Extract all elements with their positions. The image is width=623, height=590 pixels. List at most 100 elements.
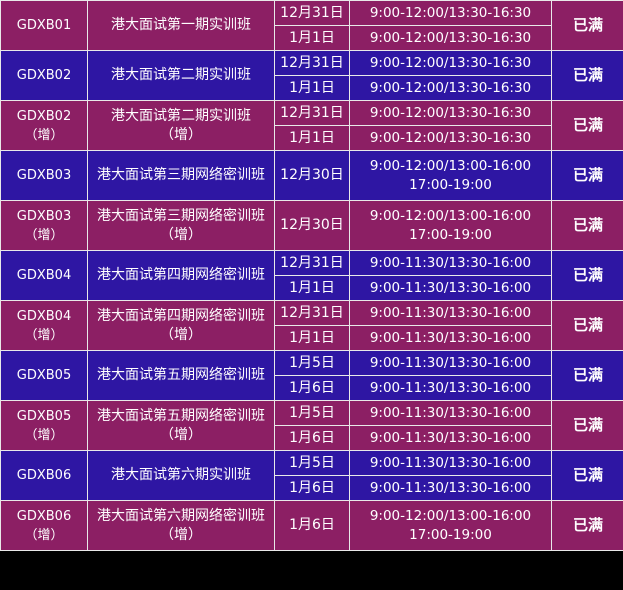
class-time-cell: 9:00-12:00/13:30-16:30: [350, 51, 551, 75]
class-time: 9:00-11:30/13:30-16:00: [369, 404, 532, 421]
class-name-cell: 港大面试第六期实训班: [88, 451, 274, 500]
table-row: GDXB05 港大面试第五期网络密训班 1月5日 9:00-11:30/13:30-1…: [1, 351, 623, 400]
class-time: 17:00-19:00: [409, 226, 492, 243]
table-row: GDXB01 港大面试第一期实训班 12月31日 9:00-12:00/13:30-1…: [1, 1, 623, 50]
table-row: GDXB05 （增） 港大面试第五期网络密训班 （增） 1月5日 9:00-11:30/1…: [1, 401, 623, 450]
table-row: GDXB03 港大面试第三期网络密训班 12月30日 9:00-12:00/13:00…: [1, 151, 623, 200]
class-code: GDXB04: [16, 268, 72, 283]
class-date: 1月1日: [275, 76, 349, 100]
status-label: 已满: [552, 151, 623, 200]
class-code-cell: GDXB05 （增）: [1, 401, 87, 450]
table-row: 1月6日 9:00-11:30/13:30-16:00: [1, 376, 623, 400]
class-date: 12月31日: [275, 51, 349, 75]
class-code-cell: GDXB02 （增）: [1, 101, 87, 150]
table-row: 1月6日 9:00-11:30/13:30-16:00: [1, 476, 623, 500]
class-code-cell: GDXB04 （增）: [1, 301, 87, 350]
class-date: 12月31日: [275, 101, 349, 125]
class-time-cell: 9:00-11:30/13:30-16:00: [350, 426, 551, 450]
status-label: 已满: [552, 251, 623, 300]
class-date: 12月31日: [275, 301, 349, 325]
class-name-cell: 港大面试第三期网络密训班 （增）: [88, 201, 274, 250]
class-code-suffix: （增）: [24, 127, 64, 143]
class-time: 9:00-11:30/13:30-16:00: [369, 304, 532, 321]
class-code-suffix: （增）: [24, 227, 64, 243]
class-time-cell: 9:00-12:00/13:00-16:00 17:00-19:00: [350, 201, 551, 250]
class-name-cell: 港大面试第一期实训班: [88, 1, 274, 50]
status-label: 已满: [552, 401, 623, 450]
class-code-cell: GDXB03 （增）: [1, 201, 87, 250]
class-time-cell: 9:00-12:00/13:30-16:30: [350, 26, 551, 50]
class-name: 港大面试第一期实训班: [111, 17, 251, 33]
table-row: GDXB04 港大面试第四期网络密训班 12月31日 9:00-11:30/13:30…: [1, 251, 623, 300]
class-name: 港大面试第三期网络密训班: [97, 207, 265, 224]
class-name: 港大面试第六期网络密训班: [97, 507, 265, 524]
class-code: GDXB02: [16, 68, 72, 83]
class-time: 9:00-11:30/13:30-16:00: [369, 254, 532, 271]
class-date: 1月6日: [275, 476, 349, 500]
class-name-suffix: （增）: [160, 226, 202, 243]
class-time-cell: 9:00-11:30/13:30-16:00: [350, 451, 551, 475]
class-name: 港大面试第四期网络密训班: [97, 267, 265, 283]
schedule-table: GDXB01 港大面试第一期实训班 12月31日 9:00-12:00/13:30-1…: [0, 0, 623, 551]
class-date: 12月31日: [275, 251, 349, 275]
class-time: 9:00-11:30/13:30-16:00: [369, 379, 532, 396]
class-code: GDXB05: [16, 368, 72, 383]
status-label: 已满: [552, 1, 623, 50]
class-time: 17:00-19:00: [409, 176, 492, 193]
class-name: 港大面试第五期网络密训班: [97, 407, 265, 424]
class-time-cell: 9:00-11:30/13:30-16:00: [350, 376, 551, 400]
class-date: 1月6日: [275, 426, 349, 450]
table-row: GDXB03 （增） 港大面试第三期网络密训班 （增） 12月30日 9:00-12:00…: [1, 201, 623, 250]
class-code-cell: GDXB05: [1, 351, 87, 400]
class-time-cell: 9:00-12:00/13:30-16:30: [350, 76, 551, 100]
class-name-suffix: （增）: [160, 126, 202, 143]
table-row: 1月1日 9:00-12:00/13:30-16:30: [1, 126, 623, 150]
class-code-cell: GDXB06 （增）: [1, 501, 87, 550]
class-time: 9:00-11:30/13:30-16:00: [369, 454, 532, 471]
class-time-cell: 9:00-11:30/13:30-16:00: [350, 301, 551, 325]
status-label: 已满: [552, 101, 623, 150]
class-code: GDXB03: [16, 208, 72, 224]
class-code-cell: GDXB02: [1, 51, 87, 100]
class-time-cell: 9:00-12:00/13:30-16:30: [350, 126, 551, 150]
status-label: 已满: [552, 51, 623, 100]
class-date: 1月6日: [275, 501, 349, 550]
class-code-cell: GDXB03: [1, 151, 87, 200]
table-row: 1月1日 9:00-12:00/13:30-16:30: [1, 76, 623, 100]
class-name-suffix: （增）: [160, 526, 202, 543]
class-time: 9:00-12:00/13:00-16:00: [369, 207, 532, 224]
class-time-cell: 9:00-12:00/13:30-16:30: [350, 101, 551, 125]
class-name: 港大面试第五期网络密训班: [97, 367, 265, 383]
class-time-cell: 9:00-11:30/13:30-16:00: [350, 251, 551, 275]
class-code: GDXB02: [16, 108, 72, 124]
class-name-cell: 港大面试第五期网络密训班 （增）: [88, 401, 274, 450]
class-time-cell: 9:00-12:00/13:00-16:00 17:00-19:00: [350, 151, 551, 200]
table-row: GDXB04 （增） 港大面试第四期网络密训班 （增） 12月31日 9:00-11:30…: [1, 301, 623, 350]
class-date: 1月1日: [275, 276, 349, 300]
class-time: 9:00-11:30/13:30-16:00: [369, 329, 532, 346]
class-code: GDXB06: [16, 508, 72, 524]
class-code-cell: GDXB04: [1, 251, 87, 300]
class-name-suffix: （增）: [160, 426, 202, 443]
class-code: GDXB03: [16, 168, 72, 183]
class-time: 9:00-12:00/13:30-16:30: [369, 129, 532, 146]
class-date: 12月30日: [275, 201, 349, 250]
class-name-cell: 港大面试第五期网络密训班: [88, 351, 274, 400]
class-code-cell: GDXB01: [1, 1, 87, 50]
class-date: 1月6日: [275, 376, 349, 400]
class-code: GDXB05: [16, 408, 72, 424]
status-label: 已满: [552, 351, 623, 400]
class-time: 9:00-12:00/13:00-16:00: [369, 157, 532, 174]
class-time: 9:00-12:00/13:30-16:30: [369, 4, 532, 21]
class-time-cell: 9:00-12:00/13:30-16:30: [350, 1, 551, 25]
table-row: GDXB02 港大面试第二期实训班 12月31日 9:00-12:00/13:30-1…: [1, 51, 623, 100]
class-time: 9:00-12:00/13:30-16:30: [369, 54, 532, 71]
class-code: GDXB06: [16, 468, 72, 483]
class-time-cell: 9:00-11:30/13:30-16:00: [350, 326, 551, 350]
class-date: 1月1日: [275, 26, 349, 50]
class-time-cell: 9:00-11:30/13:30-16:00: [350, 351, 551, 375]
class-time: 9:00-11:30/13:30-16:00: [369, 479, 532, 496]
class-code-suffix: （增）: [24, 427, 64, 443]
status-label: 已满: [552, 501, 623, 550]
class-date: 1月5日: [275, 451, 349, 475]
